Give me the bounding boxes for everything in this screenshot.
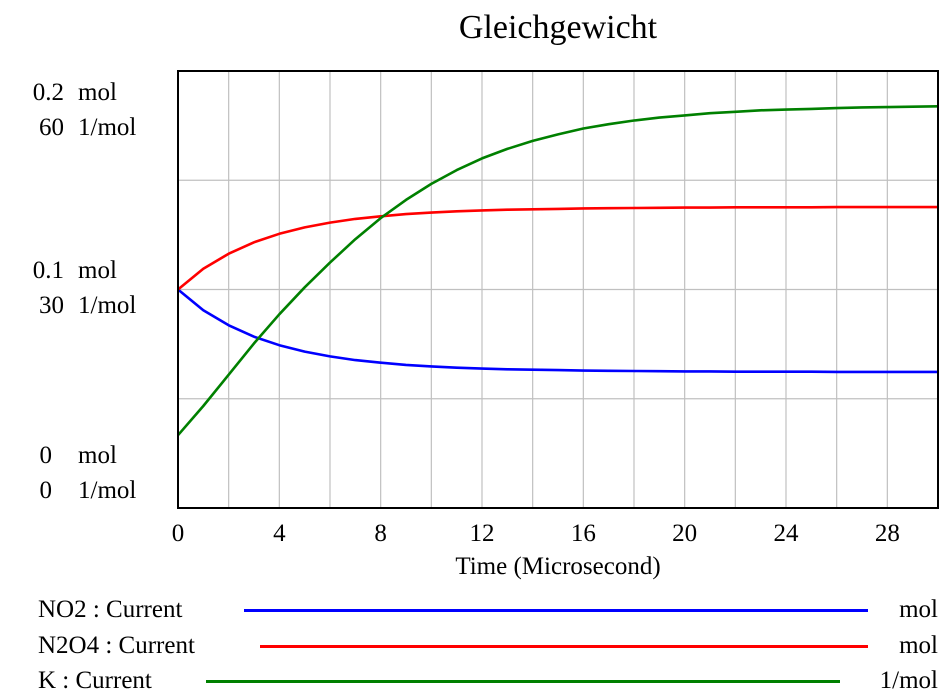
legend-unit: mol <box>899 596 938 623</box>
x-axis-label: Time (Microsecond) <box>455 553 661 580</box>
x-tick-label: 24 <box>774 520 800 547</box>
y-axis-label-top-inv-mol: 60 1/mol <box>0 113 160 143</box>
y-axis-label-mid-mol: 0.1 mol <box>0 256 160 286</box>
x-tick-label: 28 <box>875 520 900 547</box>
x-tick-label: 16 <box>571 520 596 547</box>
y-tick-value: 30 <box>39 292 64 319</box>
legend-item-n2o4: N2O4 : Current mol <box>38 630 938 662</box>
legend-swatch <box>206 680 840 683</box>
legend-swatch <box>244 609 868 612</box>
y-tick-value: 0.1 <box>32 257 64 284</box>
y-tick-unit: 1/mol <box>78 114 137 141</box>
x-tick-label: 8 <box>374 520 387 547</box>
legend-swatch <box>260 645 868 648</box>
y-tick-value: 0 <box>39 442 53 469</box>
chart-title: Gleichgewicht <box>458 9 658 46</box>
y-tick-unit: 1/mol <box>78 292 137 319</box>
series-line <box>177 288 938 374</box>
x-axis-ticks: 0 4 8 12 16 20 24 28 <box>172 520 900 547</box>
legend-unit: mol <box>899 632 938 659</box>
y-axis-label-mid-inv-mol: 30 1/mol <box>0 291 160 321</box>
y-tick-unit: mol <box>78 257 117 284</box>
series-line <box>177 205 938 291</box>
grid <box>178 71 938 508</box>
x-tick-label: 12 <box>470 520 495 547</box>
series-line <box>177 105 939 437</box>
legend-item-no2: NO2 : Current mol <box>38 594 938 626</box>
x-tick-label: 4 <box>273 520 286 547</box>
series-layer <box>177 105 939 437</box>
legend-unit: 1/mol <box>879 667 938 694</box>
y-tick-value: 0.2 <box>32 79 64 106</box>
x-tick-label: 20 <box>672 520 697 547</box>
y-axis-label-bottom-mol: 0 mol <box>0 441 160 471</box>
legend-label: NO2 : Current <box>38 596 183 623</box>
y-tick-unit: mol <box>78 442 117 469</box>
y-axis-label-top-mol: 0.2 mol <box>0 78 160 108</box>
x-tick-label: 0 <box>172 520 185 547</box>
legend-item-k: K : Current 1/mol <box>38 665 938 697</box>
legend-label: N2O4 : Current <box>38 632 195 659</box>
y-tick-value: 60 <box>39 114 64 141</box>
y-tick-unit: mol <box>78 79 117 106</box>
y-tick-unit: 1/mol <box>78 477 137 504</box>
y-tick-value: 0 <box>39 477 53 504</box>
legend-label: K : Current <box>38 667 152 694</box>
y-axis-label-bottom-inv-mol: 0 1/mol <box>0 476 160 506</box>
plot-frame <box>177 70 939 509</box>
